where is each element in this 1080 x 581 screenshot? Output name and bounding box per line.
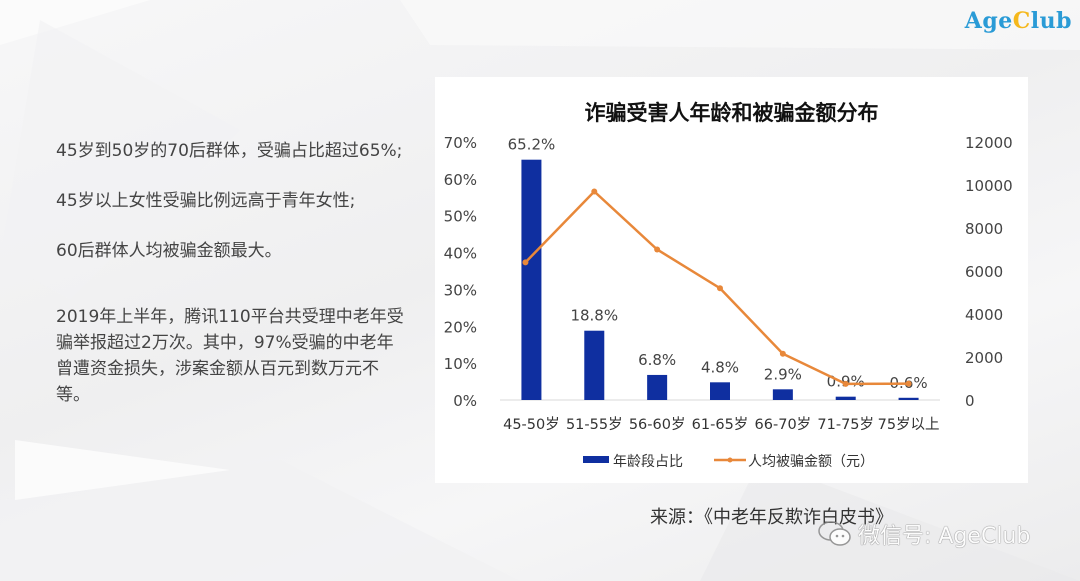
line-marker bbox=[522, 259, 529, 266]
wechat-watermark: 微信号: AgeClub bbox=[818, 518, 1030, 550]
bar bbox=[835, 396, 856, 400]
left-axis-tick: 0% bbox=[453, 392, 477, 410]
key-findings: 45岁到50岁的70后群体，受骗占比超过65%; 45岁以上女性受骗比例远高于青… bbox=[56, 138, 406, 432]
finding-3: 60后群体人均被骗金额最大。 bbox=[56, 241, 282, 261]
ageclub-logo: AgeClub bbox=[964, 8, 1072, 34]
bar bbox=[710, 382, 730, 400]
bar bbox=[772, 389, 793, 400]
line-marker bbox=[654, 246, 661, 253]
right-axis-tick: 12000 bbox=[965, 134, 1013, 152]
right-axis-tick: 0 bbox=[965, 392, 975, 410]
left-axis-tick: 40% bbox=[444, 245, 477, 263]
legend-bar-swatch bbox=[583, 456, 609, 463]
bar-value-label: 2.9% bbox=[764, 365, 802, 383]
amount-line bbox=[524, 189, 909, 386]
bar-value-label: 65.2% bbox=[508, 136, 556, 154]
bar-value-label: 18.8% bbox=[570, 307, 618, 325]
x-axis-tick: 56-60岁 bbox=[629, 416, 686, 433]
right-axis-tick: 4000 bbox=[965, 306, 1003, 324]
legend-bar-label: 年龄段占比 bbox=[613, 454, 683, 470]
x-axis-tick: 71-75岁 bbox=[817, 416, 874, 433]
legend-line-marker bbox=[727, 457, 733, 463]
line-marker bbox=[905, 380, 912, 387]
left-axis-tick: 20% bbox=[444, 318, 477, 336]
finding-4: 2019年上半年，腾讯110平台共受理中老年受骗举报超过2万次。其中，97%受骗… bbox=[56, 307, 404, 405]
left-axis-tick: 60% bbox=[444, 171, 477, 189]
x-axis-tick: 45-50岁 bbox=[503, 416, 560, 433]
legend-line-label: 人均被骗金额（元） bbox=[748, 454, 874, 470]
chart-card: 诈骗受害人年龄和被骗金额分布 0% 10% 20% 30% 40% 50% 60% 70% 0 2… bbox=[435, 77, 1028, 483]
bar-value-label: 4.8% bbox=[701, 358, 739, 376]
x-axis-tick: 51-55岁 bbox=[566, 416, 623, 433]
left-axis-tick: 70% bbox=[444, 134, 477, 152]
left-axis-tick: 50% bbox=[444, 208, 477, 226]
finding-1: 45岁到50岁的70后群体，受骗占比超过65%; bbox=[56, 141, 403, 161]
line-marker bbox=[591, 188, 598, 195]
x-axis-tick: 66-70岁 bbox=[755, 416, 812, 433]
wechat-icon bbox=[818, 521, 851, 546]
x-axis-tick: 75岁以上 bbox=[878, 416, 940, 433]
combo-chart: 0% 10% 20% 30% 40% 50% 60% 70% 0 2000 4000 6000 8000… bbox=[444, 134, 1013, 470]
bar bbox=[521, 159, 542, 400]
right-axis-tick: 6000 bbox=[965, 263, 1003, 281]
line-marker bbox=[779, 350, 786, 357]
right-axis-tick: 10000 bbox=[965, 177, 1013, 195]
line-marker bbox=[717, 285, 723, 292]
bar bbox=[647, 374, 668, 400]
left-axis-tick: 10% bbox=[444, 355, 477, 373]
right-axis-tick: 2000 bbox=[965, 349, 1003, 367]
left-axis-tick: 30% bbox=[444, 281, 477, 299]
right-axis-tick: 8000 bbox=[965, 220, 1003, 238]
watermark-text: 微信号: AgeClub bbox=[858, 524, 1031, 549]
chart-title: 诈骗受害人年龄和被骗金额分布 bbox=[584, 101, 879, 125]
bar bbox=[898, 397, 919, 400]
x-axis-tick: 61-65岁 bbox=[692, 416, 749, 433]
bar-value-label: 6.8% bbox=[638, 351, 676, 369]
finding-2: 45岁以上女性受骗比例远高于青年女性; bbox=[56, 191, 356, 211]
line-marker bbox=[842, 380, 849, 387]
bar bbox=[584, 330, 605, 400]
